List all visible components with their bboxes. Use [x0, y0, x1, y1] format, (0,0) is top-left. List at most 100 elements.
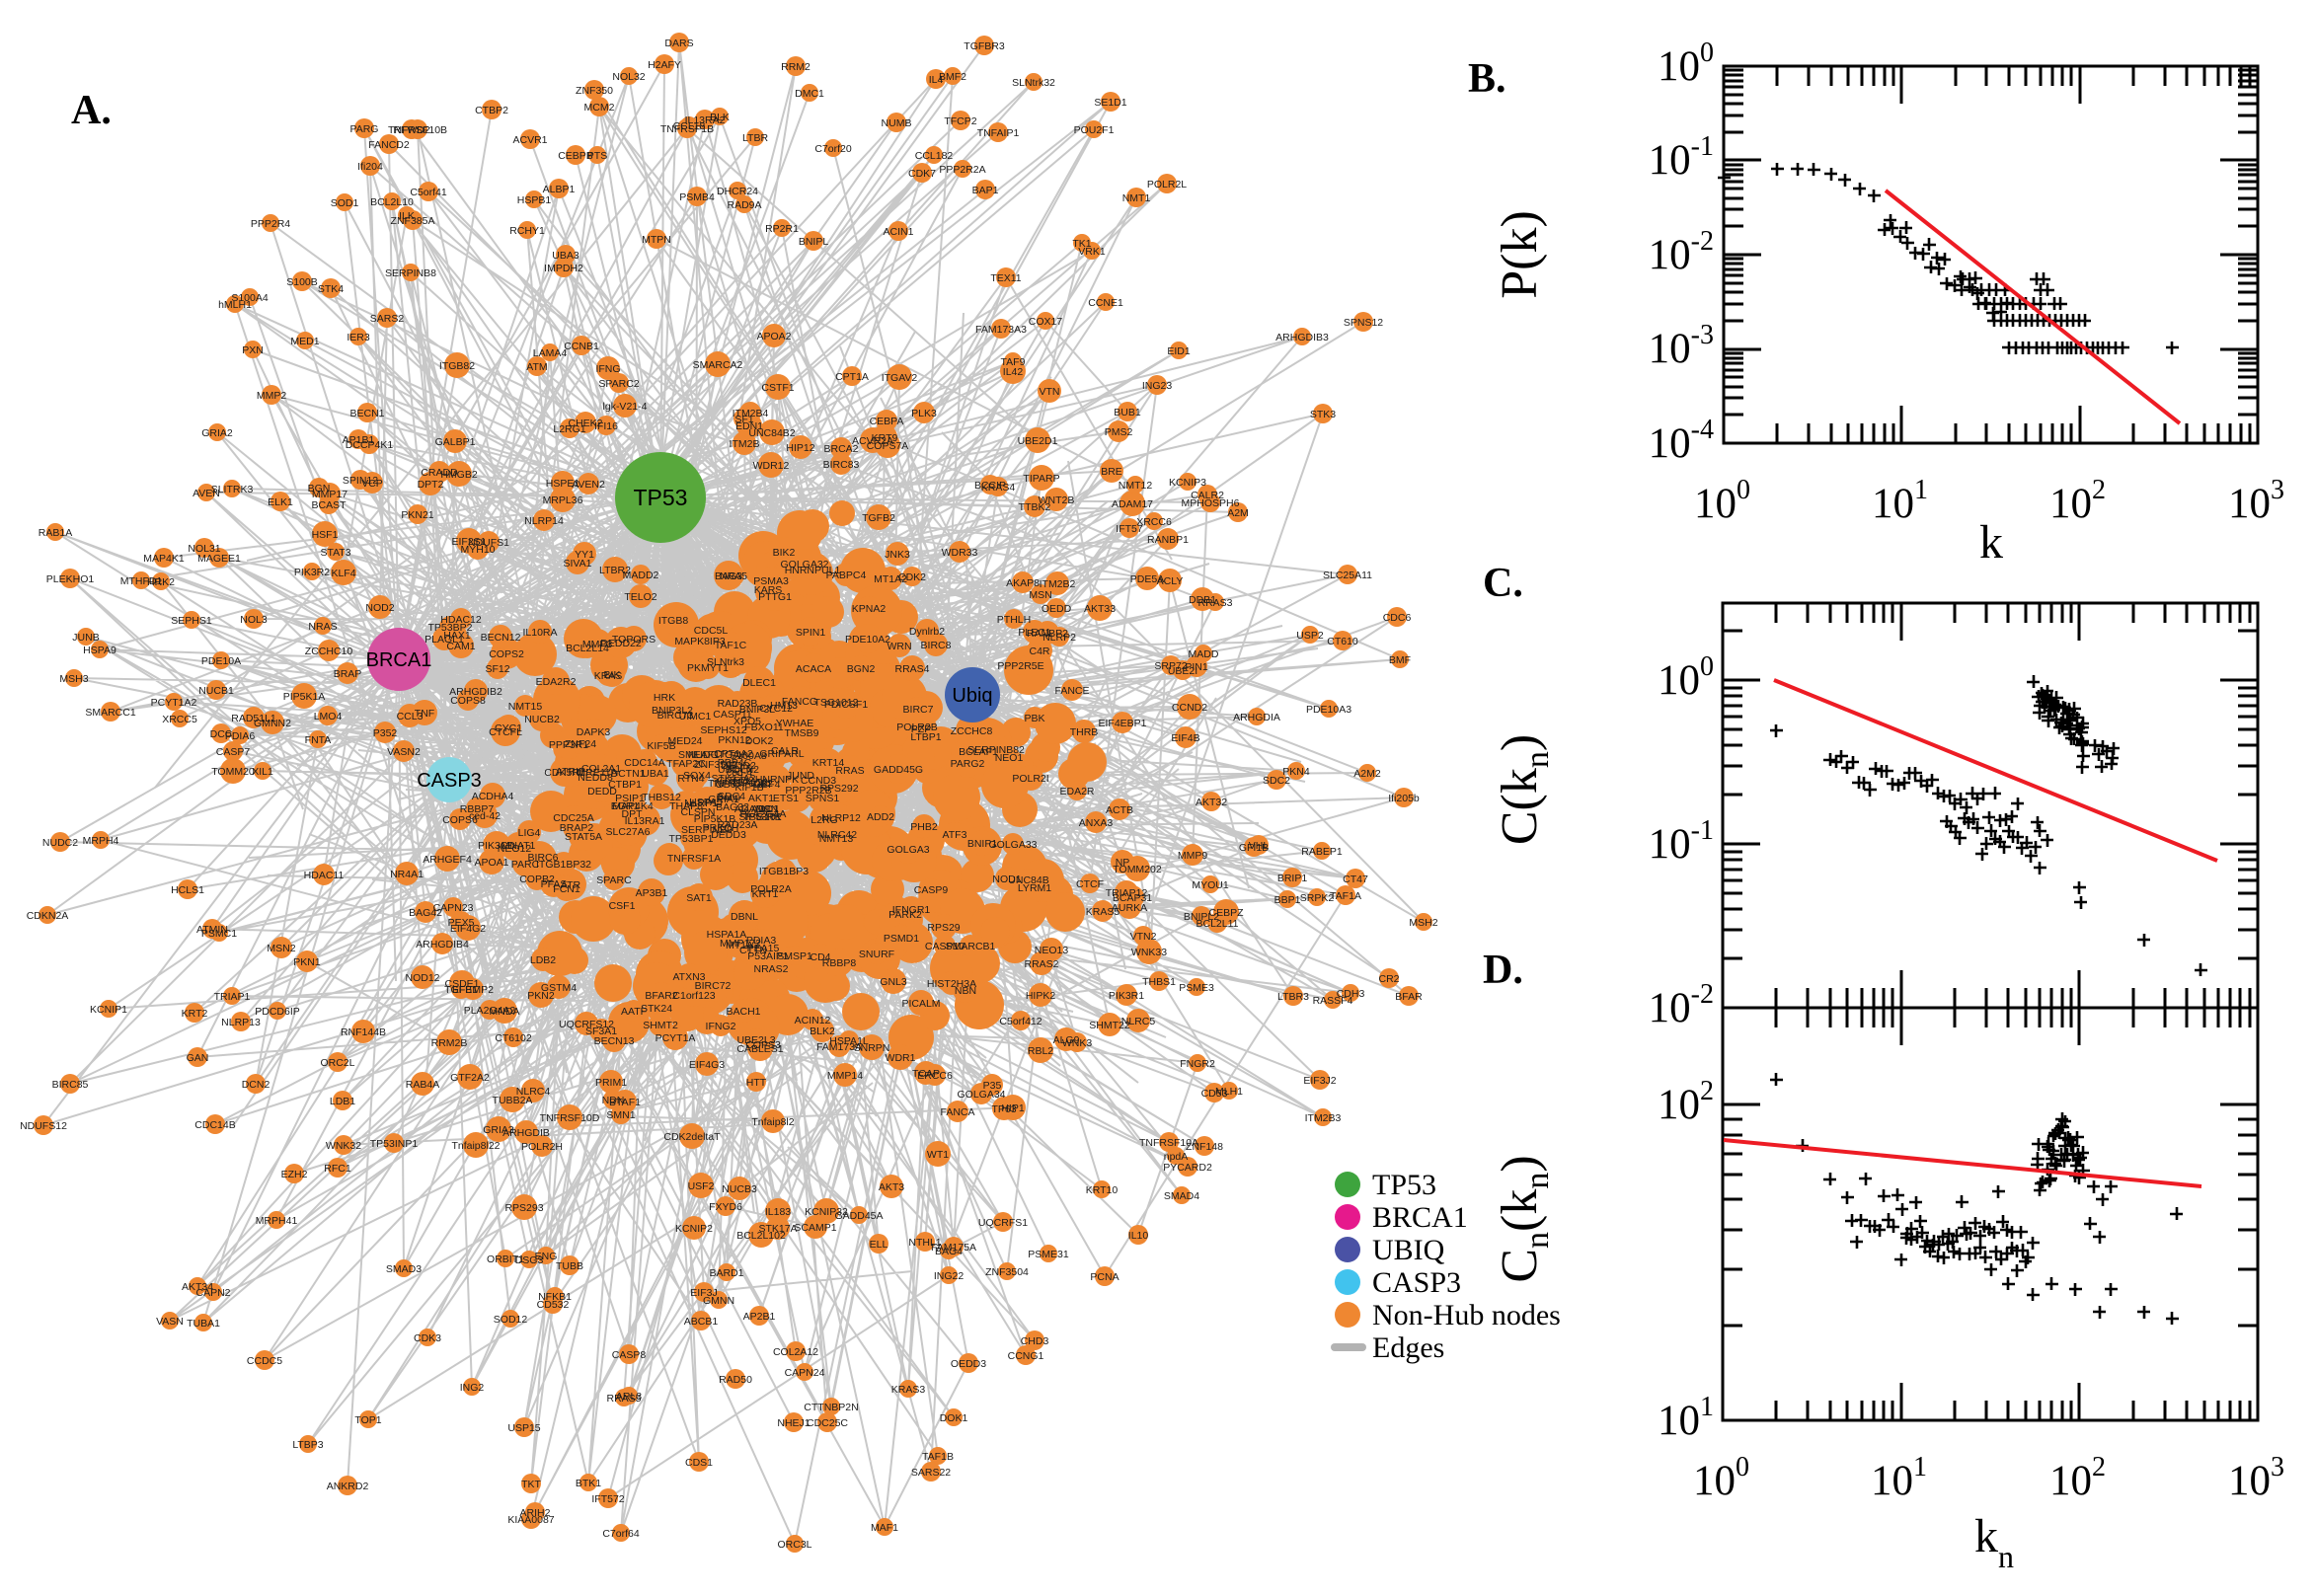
svg-text:MAP4K4: MAP4K4 [612, 800, 654, 812]
svg-text:DSG3: DSG3 [515, 1254, 544, 1266]
svg-text:ARHGEF4: ARHGEF4 [423, 854, 472, 866]
svg-text:TNFRSF10A: TNFRSF10A [1139, 1137, 1198, 1149]
svg-text:ARHGDIB2: ARHGDIB2 [449, 686, 502, 698]
svg-text:CSTF1: CSTF1 [761, 382, 794, 394]
svg-text:RNF144B: RNF144B [341, 1026, 386, 1038]
svg-text:PZP: PZP [911, 723, 931, 735]
svg-text:SMEAF1: SMEAF1 [678, 749, 720, 761]
svg-text:NEDD8: NEDD8 [578, 772, 613, 784]
svg-text:RRAS: RRAS [835, 765, 864, 777]
svg-text:TAF1B: TAF1B [922, 1451, 954, 1463]
svg-text:IFT57: IFT57 [1116, 523, 1143, 535]
svg-text:HAX1: HAX1 [443, 630, 471, 642]
svg-text:CSDE1: CSDE1 [444, 978, 479, 990]
svg-text:NOD12: NOD12 [405, 972, 439, 984]
svg-text:PPP3R1: PPP3R1 [549, 739, 588, 751]
svg-text:RRAS4: RRAS4 [894, 663, 929, 675]
svg-text:HSF1: HSF1 [312, 529, 339, 541]
svg-text:SMN1: SMN1 [606, 1109, 635, 1121]
svg-text:AKT3: AKT3 [879, 1181, 904, 1193]
svg-text:ATMIN: ATMIN [196, 924, 228, 936]
svg-text:CDKN2A: CDKN2A [27, 910, 69, 922]
svg-text:S100A8: S100A8 [730, 750, 767, 762]
svg-text:BRAP: BRAP [334, 668, 362, 680]
svg-text:IFI16: IFI16 [594, 420, 618, 432]
svg-text:PPP4C: PPP4C [718, 757, 752, 769]
svg-text:HIST2H3A: HIST2H3A [927, 978, 976, 990]
svg-text:VCP: VCP [361, 478, 383, 490]
svg-text:DEDD: DEDD [587, 786, 617, 798]
svg-text:NP: NP [1116, 857, 1130, 869]
svg-text:UQCRFS12: UQCRFS12 [559, 1019, 614, 1030]
svg-text:ZNF148: ZNF148 [1186, 1141, 1223, 1153]
svg-text:ORBIT1: ORBIT1 [487, 1254, 524, 1265]
svg-text:PMS2: PMS2 [1105, 426, 1133, 438]
svg-text:RAD23A: RAD23A [718, 819, 758, 831]
svg-text:KRT2: KRT2 [182, 1008, 208, 1020]
svg-text:BAG42: BAG42 [409, 907, 442, 919]
svg-text:SNRPN: SNRPN [854, 1042, 890, 1054]
svg-text:PDE10A2: PDE10A2 [845, 634, 890, 646]
svg-text:L2RG: L2RG [811, 814, 837, 826]
svg-text:BCL2L14: BCL2L14 [566, 643, 609, 654]
svg-text:FAM175A: FAM175A [931, 1242, 976, 1254]
svg-text:UBE2D1: UBE2D1 [1018, 435, 1058, 447]
svg-text:EIF2S1: EIF2S1 [451, 536, 486, 548]
svg-text:NUCB1: NUCB1 [198, 685, 234, 697]
svg-text:ITGB82: ITGB82 [439, 360, 475, 372]
svg-text:SMAD4: SMAD4 [1164, 1190, 1199, 1202]
svg-text:CCL3: CCL3 [397, 711, 424, 722]
svg-text:POLR2L: POLR2L [1147, 179, 1187, 190]
svg-text:RABEP1: RABEP1 [1301, 846, 1343, 858]
svg-text:TRIAP12: TRIAP12 [1106, 887, 1148, 899]
svg-text:TNFRSF10B: TNFRSF10B [388, 124, 447, 136]
svg-text:BIRC85: BIRC85 [52, 1079, 89, 1091]
svg-text:ACVR2A: ACVR2A [852, 435, 893, 447]
svg-text:SPARC2: SPARC2 [598, 378, 639, 390]
svg-text:NMT1: NMT1 [1122, 192, 1151, 204]
svg-text:NLRP13: NLRP13 [221, 1017, 261, 1028]
svg-text:NRAS: NRAS [308, 621, 337, 633]
svg-text:ILK: ILK [399, 210, 415, 222]
svg-text:AKT1: AKT1 [748, 793, 774, 804]
svg-text:TP53: TP53 [634, 485, 688, 510]
svg-text:CEBPA: CEBPA [870, 416, 904, 427]
svg-text:BIK: BIK [604, 669, 621, 681]
svg-text:ACIN1: ACIN1 [884, 226, 914, 238]
svg-text:SLC25A11: SLC25A11 [1323, 570, 1372, 581]
svg-text:FANCG: FANCG [782, 696, 817, 708]
svg-text:ATRIP: ATRIP [556, 766, 585, 778]
svg-text:PLAGL1: PLAGL1 [425, 634, 464, 646]
svg-text:CDK2: CDK2 [898, 571, 926, 583]
svg-text:TEX112: TEX112 [731, 777, 767, 789]
svg-text:BACH1: BACH1 [726, 1006, 760, 1018]
svg-text:ATR: ATR [561, 879, 581, 891]
svg-text:SIVA1: SIVA1 [564, 558, 592, 570]
svg-text:GTF2A2: GTF2A2 [450, 1072, 490, 1084]
svg-text:MAF1: MAF1 [871, 1522, 898, 1534]
svg-text:MMP14: MMP14 [827, 1070, 863, 1082]
svg-text:UQCRFS1: UQCRFS1 [978, 1217, 1028, 1229]
svg-text:MT1A: MT1A [726, 940, 753, 951]
svg-text:FBXO11: FBXO11 [744, 722, 784, 733]
svg-text:PARC: PARC [511, 859, 540, 871]
svg-text:PDE10A3: PDE10A3 [1306, 704, 1351, 716]
svg-text:BRE: BRE [1101, 466, 1122, 478]
svg-text:COPS8: COPS8 [450, 695, 486, 707]
svg-text:TNFRSF10B2: TNFRSF10B2 [708, 778, 773, 790]
svg-text:PSMD1: PSMD1 [884, 933, 919, 945]
svg-text:IFNG: IFNG [595, 363, 620, 375]
svg-text:CTTN: CTTN [739, 945, 767, 956]
svg-text:BIRC7: BIRC7 [903, 704, 934, 716]
svg-text:PICALM: PICALM [901, 998, 940, 1010]
svg-text:IFNG2: IFNG2 [706, 1021, 736, 1032]
svg-text:COPS6: COPS6 [442, 814, 478, 826]
svg-text:KRT14: KRT14 [812, 757, 845, 769]
svg-text:RASSF4: RASSF4 [1313, 995, 1353, 1007]
svg-text:SOX4: SOX4 [683, 770, 711, 782]
svg-text:SOD1: SOD1 [331, 197, 359, 209]
svg-text:UBA1: UBA1 [642, 768, 669, 780]
svg-text:C.: C. [1483, 561, 1523, 606]
svg-text:NLRP2: NLRP2 [1042, 632, 1076, 644]
svg-text:MMP172: MMP172 [720, 938, 761, 950]
